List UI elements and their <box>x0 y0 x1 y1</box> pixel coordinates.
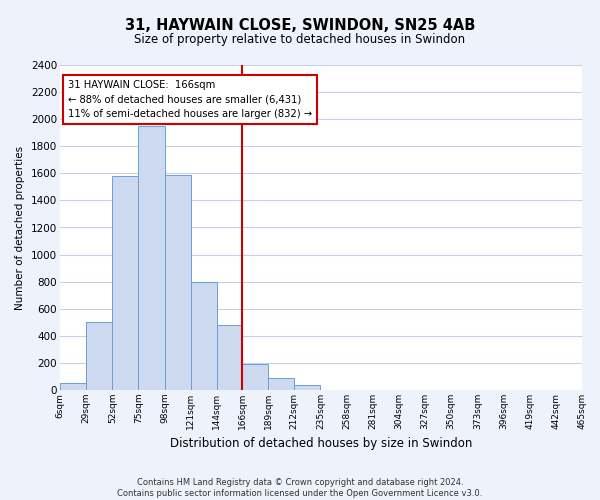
Text: 31 HAYWAIN CLOSE:  166sqm
← 88% of detached houses are smaller (6,431)
11% of se: 31 HAYWAIN CLOSE: 166sqm ← 88% of detach… <box>68 80 312 119</box>
Bar <box>268 378 294 390</box>
Bar <box>217 325 242 390</box>
Text: 31, HAYWAIN CLOSE, SWINDON, SN25 4AB: 31, HAYWAIN CLOSE, SWINDON, SN25 4AB <box>125 18 475 32</box>
Bar <box>242 364 268 390</box>
Bar <box>60 383 86 390</box>
Bar <box>294 386 320 390</box>
Bar <box>139 126 164 390</box>
Bar <box>86 322 112 390</box>
Y-axis label: Number of detached properties: Number of detached properties <box>16 146 25 310</box>
Bar <box>112 176 139 390</box>
Text: Contains HM Land Registry data © Crown copyright and database right 2024.
Contai: Contains HM Land Registry data © Crown c… <box>118 478 482 498</box>
Bar <box>164 174 191 390</box>
Text: Size of property relative to detached houses in Swindon: Size of property relative to detached ho… <box>134 32 466 46</box>
Bar <box>191 282 217 390</box>
X-axis label: Distribution of detached houses by size in Swindon: Distribution of detached houses by size … <box>170 438 472 450</box>
